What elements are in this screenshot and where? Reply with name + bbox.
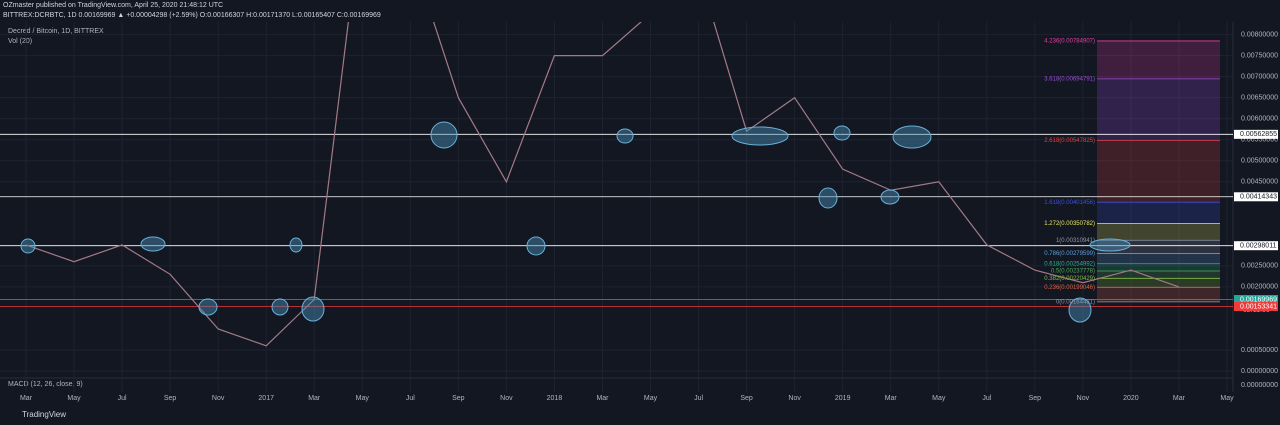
x-tick-label: Sep — [164, 395, 177, 402]
x-tick-label: May — [644, 395, 658, 402]
y-tick-label: 0.00200000 — [1241, 284, 1278, 291]
x-tick-label: Nov — [212, 395, 225, 402]
y-tick-label: 0.00000000 — [1241, 368, 1278, 375]
x-tick-label: May — [1220, 395, 1234, 402]
x-tick-label: 2019 — [835, 395, 851, 402]
fib-label: 2.618(0.00547825) — [1044, 138, 1095, 144]
y-tick-label: 0.00550000 — [1241, 137, 1278, 144]
x-tick-label: Nov — [500, 395, 513, 402]
fib-label: 1.618(0.00401456) — [1044, 200, 1095, 206]
fib-label: 0(0.00164481) — [1056, 299, 1095, 305]
ellipse — [892, 125, 932, 149]
x-tick-label: Nov — [1077, 395, 1090, 402]
fib-band — [1097, 271, 1220, 279]
ellipse — [198, 298, 218, 316]
ellipse — [731, 126, 789, 146]
fib-band — [1097, 278, 1220, 288]
ellipse — [20, 238, 36, 254]
y-tick-label: 0.00050000 — [1241, 347, 1278, 354]
x-tick-label: Jul — [694, 395, 703, 402]
x-tick-label: May — [356, 395, 370, 402]
fib-band — [1097, 223, 1220, 241]
price-tag — [1234, 302, 1278, 312]
x-tick-label: Mar — [308, 395, 321, 402]
y-tick-label: 0.00450000 — [1241, 179, 1278, 186]
y-tick-label: 0.00800000 — [1241, 31, 1278, 38]
footer-brand: TradingView — [22, 410, 66, 419]
fib-label: 1(0.00310941) — [1056, 238, 1095, 244]
x-tick-label: Sep — [452, 395, 465, 402]
y-tick-label: 0.00700000 — [1241, 74, 1278, 81]
y-tick-label: 0.00750000 — [1241, 52, 1278, 59]
ellipse — [818, 187, 838, 209]
y-tick-label: 0.00500000 — [1241, 158, 1278, 165]
fib-band — [1097, 78, 1220, 141]
fib-band — [1097, 202, 1220, 224]
price-tag-label: 0.00153341 — [1240, 303, 1277, 310]
price-tag-label: 0.00169969 — [1240, 296, 1277, 303]
legend-pair: Decred / Bitcoin, 1D, BITTREX — [8, 28, 104, 35]
fib-label: 3.618(0.00694791) — [1044, 76, 1095, 82]
legend-volume: Vol (20) — [8, 38, 32, 45]
x-tick-label: Sep — [1029, 395, 1042, 402]
x-tick-label: Mar — [20, 395, 33, 402]
fib-band — [1097, 263, 1220, 272]
fib-band — [1097, 287, 1220, 302]
symbol-line: BITTREX:DCRBTC, 1D 0.00169969 ▲ +0.00004… — [3, 12, 381, 19]
fib-label: 0.786(0.00279599) — [1044, 251, 1095, 257]
price-tag-label: 0.00414343 — [1240, 194, 1277, 201]
ellipse — [833, 125, 851, 141]
annotations — [20, 121, 1131, 323]
x-tick-label: 2020 — [1123, 395, 1139, 402]
price-tag — [1234, 241, 1278, 251]
macd-axis-label: 0.00000000 — [1241, 382, 1278, 389]
fib-band — [1097, 240, 1220, 254]
countdown-box — [1233, 310, 1271, 319]
ellipse — [880, 189, 900, 205]
x-tick-label: 2017 — [258, 395, 274, 402]
x-tick-label: Mar — [596, 395, 609, 402]
fib-label: 0.236(0.00199046) — [1044, 285, 1095, 291]
y-tick-label: 0.00250000 — [1241, 263, 1278, 270]
macd-label: MACD (12, 26, close, 9) — [8, 381, 83, 388]
price-tag — [1234, 295, 1278, 305]
ellipse — [1068, 297, 1092, 323]
ellipse — [289, 237, 303, 253]
price-tag-label: 0.00562855 — [1240, 131, 1277, 138]
ellipse — [616, 128, 634, 144]
price-tag — [1234, 129, 1278, 139]
fib-label: 4.236(0.00784907) — [1044, 39, 1095, 45]
fib-band — [1097, 140, 1220, 203]
fib-label: 0.5(0.00237778) — [1051, 269, 1095, 275]
fib-band — [1097, 253, 1220, 264]
ellipse — [271, 298, 289, 316]
x-tick-label: May — [932, 395, 946, 402]
x-tick-label: May — [67, 395, 81, 402]
x-tick-label: Jul — [406, 395, 415, 402]
x-tick-label: Jul — [982, 395, 991, 402]
ellipse — [140, 236, 166, 252]
x-tick-label: Mar — [1173, 395, 1186, 402]
y-tick-label: 0.00650000 — [1241, 95, 1278, 102]
ellipse — [526, 236, 546, 256]
fib-band — [1097, 40, 1220, 79]
ellipse — [301, 296, 325, 322]
x-tick-label: Mar — [885, 395, 898, 402]
price-tag-label: 0.00298011 — [1240, 243, 1277, 250]
fib-label: 0.618(0.00254992) — [1044, 261, 1095, 267]
price-tag — [1234, 192, 1278, 202]
ellipse — [430, 121, 458, 149]
publisher: OZmaster published on TradingView.com, A… — [3, 2, 223, 9]
x-tick-label: Sep — [740, 395, 753, 402]
fib-label: 1.272(0.00350782) — [1044, 221, 1095, 227]
x-tick-label: Jul — [118, 395, 127, 402]
x-tick-label: Nov — [788, 395, 801, 402]
fib-label: 0.382(0.00220429) — [1044, 276, 1095, 282]
x-tick-label: 2018 — [547, 395, 563, 402]
price-line — [25, 22, 1180, 347]
ellipse — [1089, 238, 1131, 252]
y-tick-label: 0.00600000 — [1241, 116, 1278, 123]
